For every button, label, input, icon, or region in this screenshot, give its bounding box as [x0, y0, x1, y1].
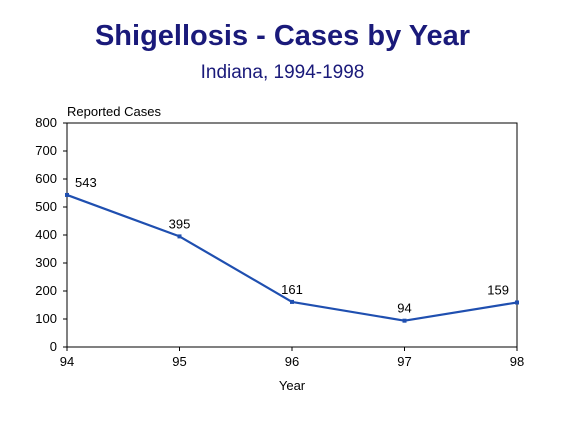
data-point: [177, 234, 182, 239]
x-tick-label: 97: [397, 354, 411, 369]
data-point: [515, 300, 519, 305]
y-tick-label: 100: [35, 311, 57, 326]
y-axis-title: Reported Cases: [67, 104, 161, 119]
data-label: 94: [397, 301, 411, 316]
data-point: [290, 299, 294, 304]
x-axis-title: Year: [279, 378, 306, 393]
x-tick-label: 96: [285, 354, 299, 369]
x-tick-label: 95: [172, 354, 186, 369]
y-tick-label: 200: [35, 283, 57, 298]
y-tick-label: 300: [35, 255, 57, 270]
chart-title: Shigellosis - Cases by Year: [94, 20, 471, 52]
y-tick-label: 0: [50, 339, 57, 354]
x-tick-label: 94: [60, 354, 74, 369]
data-label: 159: [487, 282, 509, 297]
x-tick-label: 98: [510, 354, 524, 369]
data-point: [402, 318, 407, 323]
y-tick-label: 700: [35, 143, 57, 158]
data-label: 543: [75, 175, 97, 190]
data-label: 161: [281, 282, 303, 297]
data-point: [65, 192, 69, 197]
y-tick-label: 400: [35, 227, 57, 242]
y-tick-label: 800: [35, 115, 57, 130]
chart-subtitle: Indiana, 1994-1998: [200, 62, 365, 83]
y-tick-label: 600: [35, 171, 57, 186]
y-tick-label: 500: [35, 199, 57, 214]
data-label: 395: [169, 216, 191, 231]
